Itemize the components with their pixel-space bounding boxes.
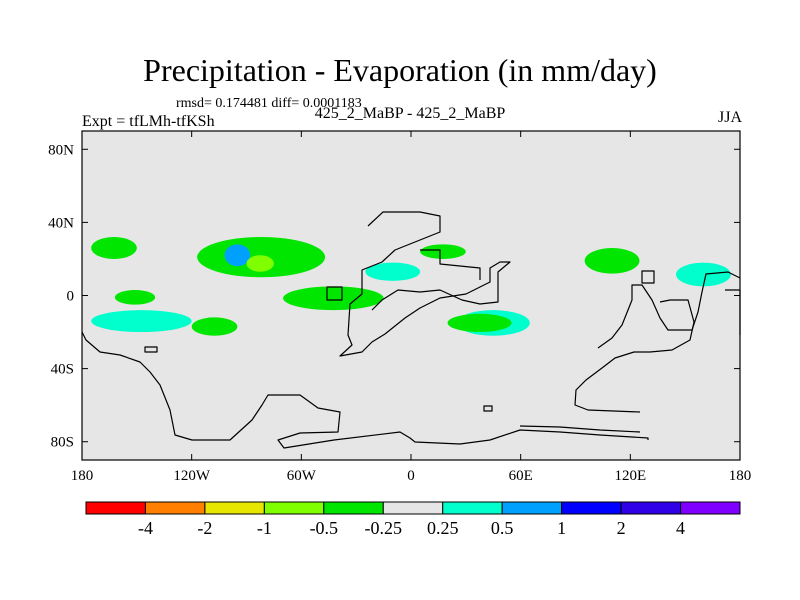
- colorbar-box-10: [680, 501, 741, 515]
- anomaly-s-pacific-cyan: [91, 310, 192, 333]
- anomaly-atlantic-green: [283, 286, 384, 311]
- colorbar-box-8: [561, 501, 622, 515]
- y-axis: 80N 40N 0 40S 80S: [48, 142, 740, 451]
- colorbar-box-3: [263, 501, 325, 515]
- stats-text: rmsd= 0.174481 diff= 0.0001183: [176, 96, 362, 111]
- coastline-island-asia: [641, 270, 655, 284]
- colorbar-label-4: -0.25: [365, 518, 403, 538]
- coastlines: [81, 211, 741, 449]
- map-background: [82, 131, 740, 460]
- colorbar-label-3: -0.5: [310, 518, 339, 538]
- anomaly-n-pacific-yellow-core: [246, 255, 274, 272]
- x-tick-label-4: 60E: [509, 468, 533, 484]
- anomaly-regions: [91, 237, 731, 336]
- coastline-island-pacific: [144, 346, 158, 353]
- x-axis: 180 120W 60W 0 60E 120E 180: [71, 131, 752, 484]
- colorbar-label-0: -4: [138, 518, 153, 538]
- case-label: 425_2_MaBP - 425_2_MaBP: [314, 105, 506, 122]
- y-tick-label-0: 80N: [48, 142, 74, 158]
- anomaly-s-pacific-green: [191, 317, 238, 336]
- x-tick-label-5: 120E: [614, 468, 646, 484]
- x-tick-label-6: 180: [729, 468, 752, 484]
- colorbar-label-1: -2: [197, 518, 212, 538]
- x-tick-label-3: 0: [407, 468, 415, 484]
- coastline-australia-east: [574, 299, 695, 413]
- chart-title: Precipitation - Evaporation (in mm/day): [143, 52, 657, 88]
- y-tick-label-2: 0: [67, 289, 75, 305]
- colorbar-box-1: [144, 501, 206, 515]
- colorbar: -4 -2 -1 -0.5 -0.25 0.25 0.5 1 2 4: [85, 501, 741, 538]
- x-tick-label-1: 120W: [173, 468, 211, 484]
- colorbar-label-2: -1: [257, 518, 272, 538]
- colorbar-box-0: [85, 501, 146, 515]
- colorbar-box-9: [620, 501, 682, 515]
- coastline-south-america: [81, 331, 649, 449]
- anomaly-asia-green: [584, 247, 640, 274]
- season-label: JJA: [717, 109, 742, 126]
- coastline-island-small: [483, 405, 493, 412]
- coastline-island-box: [326, 286, 343, 301]
- y-tick-label-3: 40S: [51, 362, 74, 378]
- y-tick-label-1: 40N: [48, 215, 74, 231]
- x-tick-label-2: 60W: [287, 468, 317, 484]
- colorbar-label-9: 4: [676, 518, 685, 538]
- colorbar-label-6: 0.5: [491, 518, 514, 538]
- colorbar-box-7: [501, 501, 563, 515]
- anomaly-n-pacific-west-green: [91, 237, 137, 259]
- x-tick-label-0: 180: [71, 468, 94, 484]
- experiment-label: Expt = tfLMh-tfKSh: [82, 113, 215, 130]
- anomaly-africa-green: [420, 244, 466, 259]
- anomaly-africa-cyan: [365, 262, 421, 281]
- anomaly-n-pacific-blue-core: [224, 244, 251, 267]
- coastline-antarctica: [519, 425, 641, 433]
- anomaly-indian-green: [447, 313, 512, 333]
- coastline-australia: [597, 271, 741, 349]
- anomaly-e-pacific-green: [114, 290, 156, 305]
- colorbar-box-6: [442, 501, 503, 515]
- colorbar-label-8: 2: [617, 518, 626, 538]
- coastline-africa: [339, 211, 511, 357]
- y-tick-label-4: 80S: [51, 435, 74, 451]
- colorbar-box-5: [382, 501, 444, 515]
- coastline-caribbean: [420, 249, 481, 280]
- colorbar-label-7: 1: [557, 518, 566, 538]
- colorbar-label-5: 0.25: [427, 518, 459, 538]
- anomaly-china-cyan: [676, 262, 731, 287]
- colorbar-box-2: [204, 501, 265, 515]
- colorbar-box-4: [323, 501, 384, 515]
